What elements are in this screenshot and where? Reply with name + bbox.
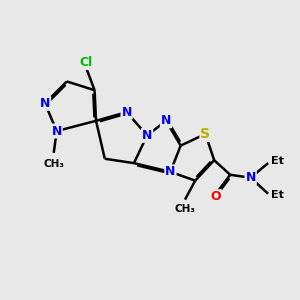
Text: O: O: [210, 190, 221, 203]
Text: N: N: [161, 114, 171, 127]
Text: S: S: [200, 127, 210, 141]
Text: CH₃: CH₃: [43, 159, 64, 169]
Text: N: N: [245, 171, 256, 184]
Text: Et: Et: [271, 190, 284, 200]
Text: N: N: [52, 124, 62, 137]
Text: N: N: [142, 129, 152, 142]
Text: N: N: [165, 165, 176, 178]
Text: N: N: [40, 97, 50, 110]
Text: Cl: Cl: [79, 56, 92, 69]
Text: Et: Et: [271, 156, 284, 166]
Text: N: N: [122, 106, 132, 118]
Text: CH₃: CH₃: [175, 204, 196, 214]
